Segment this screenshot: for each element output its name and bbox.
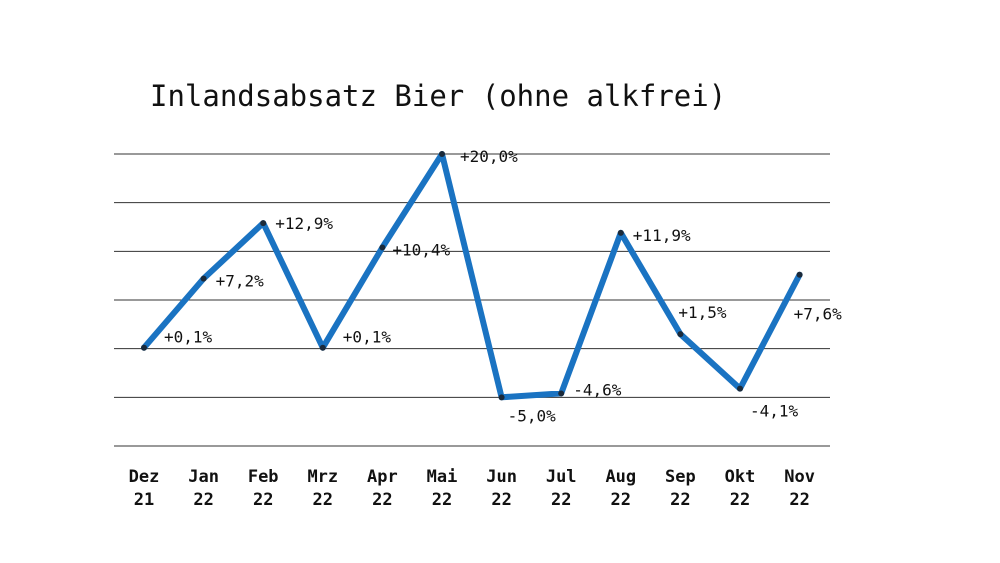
series-line-layer: [141, 151, 803, 401]
x-tick-label-month: Aug: [605, 467, 636, 487]
data-point: [737, 385, 743, 392]
x-tick-label-month: Apr: [367, 467, 398, 487]
x-tick-label-month: Okt: [725, 467, 756, 487]
x-tick-label-month: Jan: [188, 467, 219, 487]
x-tick-label-year: 22: [611, 490, 631, 510]
data-label: -4,1%: [750, 402, 799, 421]
data-point: [141, 344, 147, 351]
data-point: [439, 151, 445, 157]
x-tick-label-year: 22: [253, 490, 273, 510]
data-label: +10,4%: [392, 240, 450, 259]
data-label: +20,0%: [460, 147, 518, 166]
x-tick-label-year: 22: [193, 490, 213, 510]
data-label: +0,1%: [343, 328, 392, 347]
data-point: [796, 271, 803, 278]
data-point: [319, 344, 326, 351]
x-tick-label-year: 22: [730, 490, 750, 510]
data-label: -4,6%: [573, 380, 622, 399]
x-tick-label-year: 22: [789, 490, 809, 510]
data-points: [141, 151, 803, 401]
data-point: [617, 229, 624, 236]
x-tick-label-month: Sep: [665, 467, 696, 487]
data-label: +1,5%: [678, 303, 727, 322]
x-tick-label-year: 22: [551, 490, 571, 510]
data-label: +12,9%: [275, 214, 333, 233]
x-tick-label-year: 22: [313, 490, 333, 510]
data-label: +7,2%: [216, 272, 265, 291]
data-label: +7,6%: [794, 305, 843, 324]
data-point: [379, 244, 386, 251]
data-label: +0,1%: [164, 328, 213, 347]
data-point: [677, 331, 684, 338]
data-point: [498, 394, 505, 401]
series-line: [141, 151, 803, 401]
x-axis-labels: Dez 21 Jan 22 Feb 22 Mrz 22 Apr 22 Mai 22 Jun 22 Jul 22…: [129, 467, 815, 510]
data-label: +11,9%: [633, 226, 691, 245]
x-tick-label-year: 22: [491, 490, 511, 510]
data-point: [200, 275, 207, 282]
x-tick-label-month: Mai: [427, 467, 458, 487]
data-point: [558, 390, 565, 397]
x-tick-label-month: Nov: [784, 467, 815, 487]
data-labels: +0,1% +7,2% +12,9% +0,1% +10,4% +20,0% -5,0% -4…: [164, 147, 842, 425]
x-tick-label-year: 22: [670, 490, 690, 510]
gridlines: [114, 153, 830, 447]
x-tick-label-year: 22: [372, 490, 392, 510]
x-tick-label-month: Dez: [129, 467, 160, 487]
chart-title: Inlandsabsatz Bier (ohne alkfrei): [150, 79, 726, 113]
x-tick-label-month: Feb: [248, 467, 279, 487]
x-tick-label-year: 21: [134, 490, 154, 510]
data-point: [260, 220, 267, 227]
x-tick-label-year: 22: [432, 490, 452, 510]
x-tick-label-month: Mrz: [307, 467, 338, 487]
data-label: -5,0%: [508, 406, 557, 425]
x-tick-label-month: Jul: [546, 467, 577, 487]
x-tick-label-month: Jun: [486, 467, 517, 487]
